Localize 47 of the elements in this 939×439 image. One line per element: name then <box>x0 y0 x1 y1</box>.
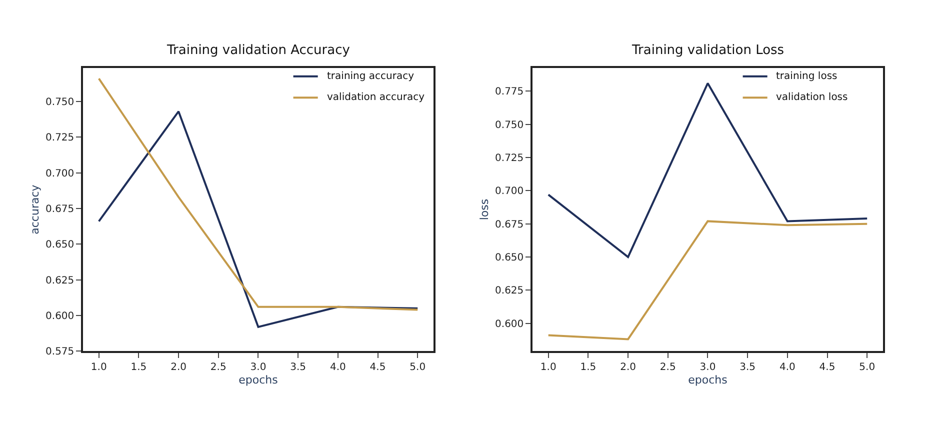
y-tick-label: 0.625 <box>495 286 524 297</box>
y-tick-label: 0.600 <box>495 318 524 330</box>
y-tick-label: 0.600 <box>46 310 74 322</box>
x-tick-label: 4.5 <box>370 362 386 373</box>
x-tick-label: 4.5 <box>819 362 836 373</box>
y-axis-title: loss <box>478 198 492 220</box>
x-tick-label: 1.0 <box>90 362 107 373</box>
y-tick-label: 0.725 <box>495 153 524 164</box>
x-tick-label: 3.5 <box>740 362 756 373</box>
y-tick-label: 0.675 <box>495 219 524 230</box>
legend-label: validation accuracy <box>327 92 425 103</box>
y-tick-label: 0.750 <box>495 120 524 131</box>
x-axis-title: epochs <box>238 374 278 387</box>
x-tick-label: 4.0 <box>330 362 346 373</box>
x-tick-label: 5.0 <box>859 362 876 373</box>
x-tick-label: 2.0 <box>170 362 187 373</box>
line-series <box>547 82 868 258</box>
y-tick-label: 0.650 <box>46 240 74 251</box>
x-tick-label: 2.0 <box>620 362 636 373</box>
x-tick-label: 1.5 <box>580 362 596 373</box>
x-tick-label: 1.5 <box>130 362 147 373</box>
y-tick-label: 0.575 <box>46 346 74 358</box>
legend-label: training loss <box>776 71 838 82</box>
x-tick-label: 2.5 <box>210 362 226 373</box>
x-tick-label: 4.0 <box>779 362 796 373</box>
x-axis-title: epochs <box>688 374 728 387</box>
x-tick-label: 3.5 <box>290 362 306 373</box>
chart-title: Training validation Loss <box>631 43 784 58</box>
y-tick-label: 0.725 <box>46 132 74 144</box>
y-tick-label: 0.700 <box>495 186 524 198</box>
x-tick-label: 3.0 <box>700 362 716 373</box>
legend-label: validation loss <box>776 92 848 103</box>
y-tick-label: 0.750 <box>46 96 74 108</box>
x-tick-label: 5.0 <box>410 362 426 373</box>
x-tick-label: 2.5 <box>660 362 676 373</box>
y-tick-label: 0.675 <box>46 204 74 215</box>
y-tick-label: 0.775 <box>495 86 524 98</box>
y-tick-label: 0.700 <box>46 168 74 180</box>
x-tick-label: 1.0 <box>540 362 556 373</box>
y-tick-label: 0.625 <box>46 275 74 286</box>
chart-title: Training validation Accuracy <box>166 43 350 58</box>
y-axis-title: accuracy <box>28 184 42 234</box>
line-series <box>547 220 868 340</box>
legend-label: training accuracy <box>327 71 414 82</box>
y-tick-label: 0.650 <box>495 252 524 264</box>
line-series <box>98 110 419 328</box>
x-tick-label: 3.0 <box>250 362 266 373</box>
